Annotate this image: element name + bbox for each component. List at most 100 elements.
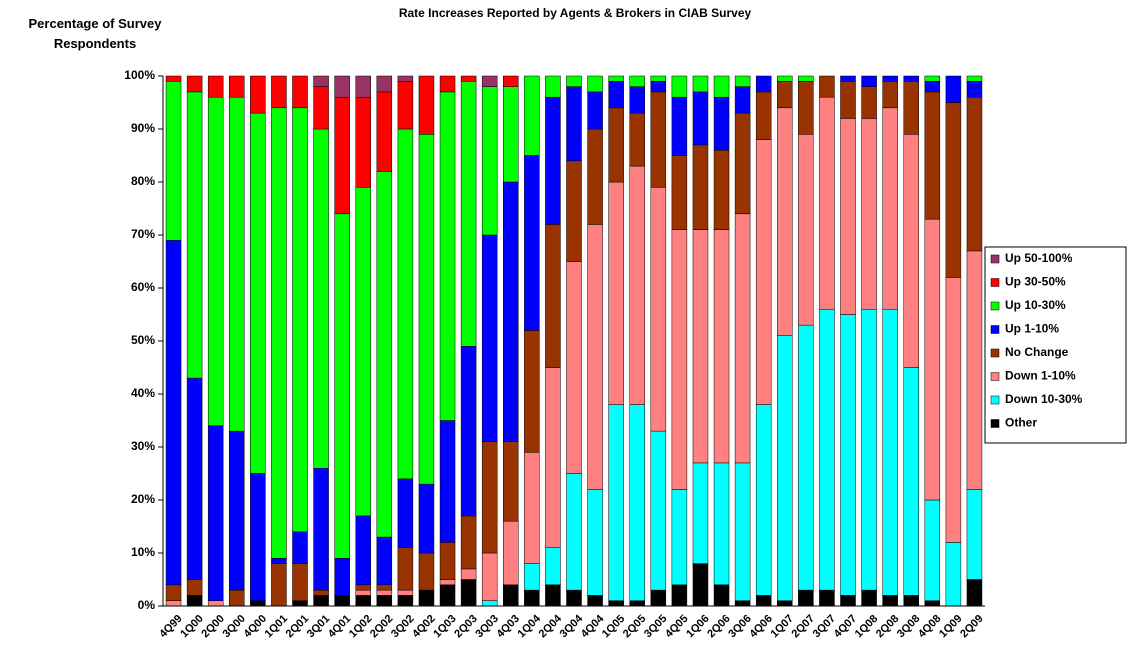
bar-segment bbox=[755, 91, 772, 140]
bar-segment bbox=[376, 584, 393, 591]
x-tick-label: 3Q07 bbox=[811, 613, 839, 641]
bar-segment bbox=[334, 213, 350, 559]
y-tick-label: 50% bbox=[131, 333, 155, 347]
x-tick-label: 3Q02 bbox=[389, 613, 417, 641]
bar-segment bbox=[924, 600, 941, 607]
x-tick-label: 2Q06 bbox=[705, 613, 733, 641]
bar-segment bbox=[713, 229, 730, 464]
bar-segment bbox=[292, 107, 308, 533]
bar-segment bbox=[734, 75, 751, 87]
bar-segment bbox=[292, 531, 308, 564]
bar-segment bbox=[186, 75, 203, 93]
bar-segment bbox=[819, 75, 835, 98]
bar-segment bbox=[165, 240, 182, 586]
bar-segment bbox=[355, 187, 371, 517]
x-tick-label: 1Q01 bbox=[263, 613, 291, 641]
bar-segment bbox=[524, 589, 540, 607]
bar-segment bbox=[418, 75, 435, 135]
bar-segment bbox=[186, 579, 203, 596]
x-tick-label: 4Q04 bbox=[579, 612, 607, 640]
bar-segment bbox=[650, 430, 667, 591]
bar-segment bbox=[229, 75, 245, 98]
legend-label: Up 1-10% bbox=[1005, 322, 1059, 336]
y-tick-label: 100% bbox=[124, 68, 155, 82]
bar-segment bbox=[481, 234, 498, 442]
legend-box bbox=[984, 246, 1127, 444]
legend-swatch bbox=[990, 254, 1000, 264]
bar-segment bbox=[292, 600, 308, 607]
bar-segment bbox=[481, 600, 498, 607]
bar-segment bbox=[207, 600, 224, 607]
bar-segment bbox=[713, 96, 730, 151]
y-tick-label: 60% bbox=[131, 280, 155, 294]
bar-segment bbox=[608, 181, 624, 405]
bar-segment bbox=[481, 86, 498, 236]
bar-segment bbox=[713, 75, 730, 98]
bar-segment bbox=[671, 96, 688, 156]
bar-segment bbox=[566, 160, 582, 262]
bar-segment bbox=[861, 75, 877, 87]
bar-segment bbox=[924, 499, 941, 601]
bar-segment bbox=[503, 520, 519, 586]
bar-segment bbox=[777, 107, 793, 336]
y-tick-label: 10% bbox=[131, 545, 155, 559]
bar-segment bbox=[798, 324, 814, 591]
bar-segment bbox=[882, 595, 898, 607]
x-tick-label: 4Q05 bbox=[663, 613, 691, 641]
x-tick-label: 2Q00 bbox=[199, 613, 227, 641]
y-tick-label: 40% bbox=[131, 386, 155, 400]
chart-title: Rate Increases Reported by Agents & Brok… bbox=[399, 6, 752, 20]
bar-segment bbox=[840, 118, 856, 315]
legend-label: Up 10-30% bbox=[1005, 298, 1066, 312]
bar-segment bbox=[734, 600, 751, 607]
legend-swatch bbox=[990, 348, 1000, 358]
bar-segment bbox=[439, 420, 456, 543]
bar-segment bbox=[777, 81, 793, 109]
bar-segment bbox=[186, 91, 203, 379]
bar-segment bbox=[439, 91, 456, 421]
bar-segment bbox=[313, 75, 329, 87]
bar-segment bbox=[924, 81, 941, 93]
bar-segment bbox=[966, 75, 983, 82]
bar-segment bbox=[460, 579, 477, 607]
x-tick-label: 3Q06 bbox=[726, 613, 754, 641]
bar-segment bbox=[777, 75, 793, 82]
bar-segment bbox=[840, 81, 856, 119]
legend-label: No Change bbox=[1005, 345, 1069, 359]
bar-segment bbox=[334, 96, 350, 215]
bar-segment bbox=[966, 81, 983, 98]
bar-segment bbox=[503, 86, 519, 183]
y-tick-label: 70% bbox=[131, 227, 155, 241]
bar-segment bbox=[671, 75, 688, 98]
bar-segment bbox=[503, 75, 519, 87]
x-tick-label: 2Q08 bbox=[874, 613, 902, 641]
bar-segment bbox=[945, 277, 962, 543]
bar-segment bbox=[229, 96, 245, 432]
bar-segment bbox=[355, 96, 371, 188]
x-tick-label: 2Q04 bbox=[537, 612, 565, 640]
bar-segment bbox=[376, 595, 393, 607]
bar-segment bbox=[292, 75, 308, 109]
bar-segment bbox=[397, 547, 414, 591]
bar-segment bbox=[334, 75, 350, 98]
bar-segment bbox=[692, 75, 709, 93]
y-tick-label: 20% bbox=[131, 492, 155, 506]
bar-segment bbox=[376, 589, 393, 596]
x-tick-label: 1Q06 bbox=[684, 613, 712, 641]
bar-segment bbox=[418, 552, 435, 591]
bar-segment bbox=[903, 595, 919, 607]
bar-segment bbox=[608, 404, 624, 601]
bar-segment bbox=[376, 171, 393, 538]
bar-segment bbox=[755, 595, 772, 607]
bar-segment bbox=[608, 81, 624, 109]
bar-segment bbox=[755, 139, 772, 405]
bar-segment bbox=[186, 377, 203, 580]
bar-segment bbox=[545, 547, 561, 586]
bar-segment bbox=[966, 96, 983, 252]
bar-segment bbox=[798, 75, 814, 82]
bar-segment bbox=[608, 107, 624, 183]
bar-segment bbox=[608, 75, 624, 82]
bar-segment bbox=[840, 595, 856, 607]
